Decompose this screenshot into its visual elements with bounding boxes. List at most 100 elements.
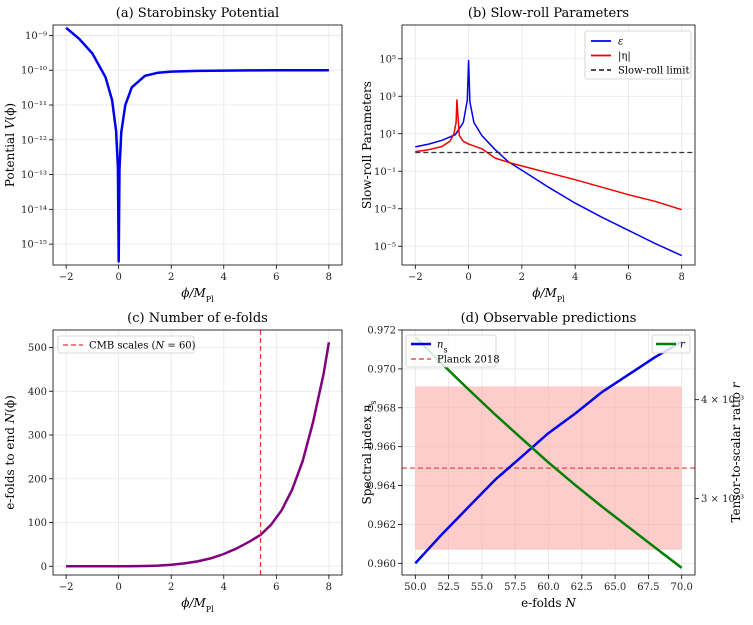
x-axis-label-part: Pl	[206, 605, 214, 614]
y-tick-label: 0.960	[367, 559, 396, 570]
x-tick-label: 60.0	[537, 582, 559, 593]
y-axis-label-part: N	[3, 412, 17, 424]
y-tick-label: 0.972	[367, 326, 396, 337]
x-axis-label-part: Pl	[557, 295, 565, 304]
y-tick-label: 10⁻¹	[374, 167, 396, 178]
x-tick-label: 4	[221, 272, 227, 283]
x-tick-label: −2	[59, 582, 74, 593]
grid	[53, 330, 342, 575]
panel-1: −2 0 2 4 6 8 10⁻¹⁵ 10⁻¹⁴ 10⁻¹³ 10⁻¹² 10⁻¹¹ 10⁻¹⁰ 10⁻…	[3, 6, 343, 304]
x-axis-label-part: N	[564, 596, 576, 610]
x-tick-label: 6	[625, 272, 631, 283]
axes-frame	[52, 329, 343, 576]
y-axis-label-part: V	[3, 119, 17, 129]
y-tick-label: 0.966	[367, 442, 396, 453]
x-tick-label: 70.0	[671, 582, 693, 593]
x-tick-label: 4	[572, 272, 578, 283]
y-axis-label: Spectral index ns	[360, 401, 378, 505]
y-axis-label-part: Slow-roll Parameters	[360, 81, 374, 209]
x-axis-label: ϕ/MPl	[181, 286, 214, 304]
legend-entry: |η|	[618, 51, 631, 62]
y-tick-label: 100	[28, 518, 47, 529]
legend-entry: Slow-roll limit	[618, 66, 689, 77]
x-tick-label: 52.5	[437, 582, 459, 593]
chart-title: (b) Slow-roll Parameters	[468, 6, 629, 21]
legend-entry: Planck 2018	[437, 355, 500, 366]
chart-title: (a) Starobinsky Potential	[116, 6, 279, 21]
x-tick-label: 4	[221, 582, 227, 593]
x-tick-label: −2	[59, 272, 74, 283]
x-tick-label: 2	[168, 272, 174, 283]
legend: ε |η| Slow-roll limit	[584, 30, 692, 80]
y-axis-label: e-folds to end N(ϕ)	[3, 395, 17, 510]
x-tick-label: 0	[465, 272, 471, 283]
x-tick-label: −2	[408, 272, 423, 283]
y-tick-label: 10⁻¹⁰	[21, 66, 47, 77]
series-V(ϕ)	[65, 26, 329, 263]
x-axis-label-part: ϕ/M	[532, 286, 557, 300]
x-tick-label: 8	[678, 272, 684, 283]
plot-area	[415, 59, 695, 257]
x-tick-label: 8	[326, 582, 332, 593]
y-tick-label: 0.964	[367, 481, 396, 492]
y-tick-label: 10⁻⁵	[374, 242, 396, 253]
series-ε	[415, 59, 683, 257]
legend-right: r	[651, 334, 691, 354]
legend-entry-part: s	[443, 345, 447, 354]
y-tick-label: 0.970	[367, 364, 396, 375]
x-tick-label: 57.5	[504, 582, 526, 593]
x-tick-label: 6	[273, 272, 279, 283]
legend-box	[57, 335, 195, 354]
chart-title: (d) Observable predictions	[461, 311, 637, 326]
y-tick-label: 10³	[379, 92, 396, 103]
y-tick-label: 0.962	[367, 520, 396, 531]
panel-4: 50.0 52.5 55.0 57.5 60.0 62.5 65.0 67.5 70.0 0.96…	[360, 311, 744, 610]
y-axis-label-part: Potential	[3, 129, 17, 187]
y-tick-label: 0.968	[367, 403, 396, 414]
x-tick-label: 0	[115, 582, 121, 593]
x-tick-label: 2	[519, 272, 525, 283]
y-tick-label: 0	[41, 562, 47, 573]
right-tick-label: 4 × 10⁻³	[701, 395, 744, 406]
y-axis-label: Potential V(ϕ)	[3, 103, 17, 187]
axes-frame	[52, 24, 343, 266]
axes-frame	[401, 24, 696, 266]
y-tick-label: 10⁻³	[374, 204, 396, 215]
y-axis-label: Slow-roll Parameters	[360, 81, 374, 209]
x-tick-label: 67.5	[637, 582, 659, 593]
x-axis-label-part: e-folds	[521, 596, 565, 610]
y-tick-label: 10⁻¹¹	[21, 101, 47, 112]
x-tick-label: 0	[115, 272, 121, 283]
legend-box	[584, 30, 692, 80]
y-axis-label-part: (ϕ)	[3, 395, 17, 413]
panel-2: −2 0 2 4 6 8 10⁻⁵ 10⁻³ 10⁻¹ 10¹ 10³ 10⁵ (b) Slow-rol…	[360, 6, 696, 304]
legend: CMB scales (N = 60)	[57, 335, 196, 354]
plot-area	[65, 26, 329, 263]
series-r	[414, 336, 683, 569]
y-tick-label: 10⁵	[379, 54, 396, 65]
x-tick-label: 6	[273, 582, 279, 593]
x-tick-label: 55.0	[471, 582, 493, 593]
y-tick-label: 500	[28, 343, 47, 354]
y-tick-label: 10⁻⁹	[25, 31, 47, 42]
series-N(ϕ)	[66, 342, 331, 568]
legend-entry-part: N	[154, 341, 165, 352]
y-tick-label: 10⁻¹³	[21, 170, 47, 181]
x-tick-label: 50.0	[404, 582, 426, 593]
legend-entry-part: = 60)	[164, 341, 195, 352]
y-axis-label-part: Spectral index	[360, 412, 374, 504]
right-axis-label-part: Tensor-to-scalar ratio	[729, 388, 743, 522]
series-|η|	[415, 99, 682, 211]
axes-frame	[401, 329, 696, 576]
chart-title: (c) Number of e-folds	[127, 311, 268, 326]
right-axis-label: Tensor-to-scalar ratio r	[729, 381, 743, 522]
x-axis-label-part: Pl	[206, 295, 214, 304]
y-axis-label-part: n	[360, 405, 374, 413]
legend-entry: r	[680, 340, 686, 351]
x-tick-label: 62.5	[571, 582, 593, 593]
legend-entry: ns	[437, 340, 448, 355]
series-n_s	[414, 340, 683, 565]
y-tick-label: 10⁻¹⁵	[21, 240, 47, 251]
